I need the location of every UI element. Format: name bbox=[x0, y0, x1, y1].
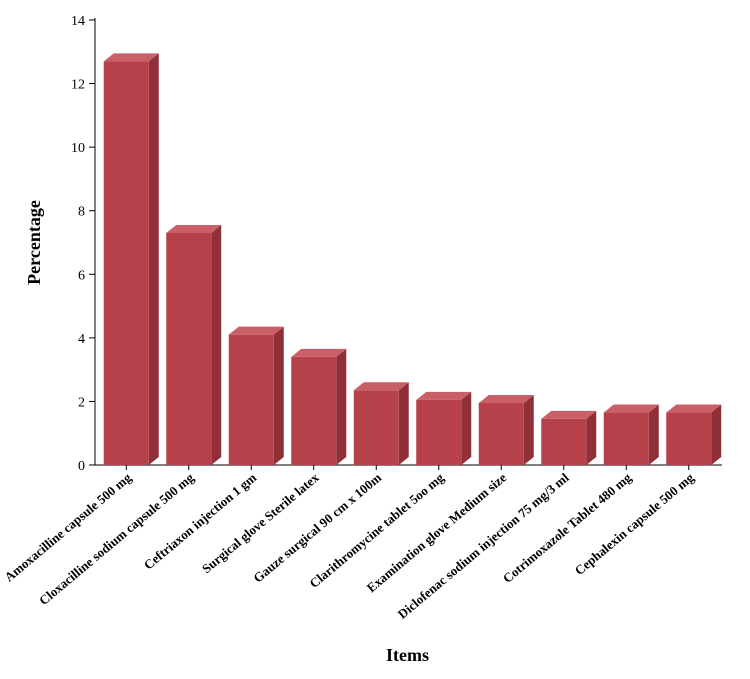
y-tick-label: 14 bbox=[71, 14, 85, 29]
bar bbox=[541, 411, 596, 465]
bar bbox=[104, 53, 159, 465]
x-axis-title: Items bbox=[386, 645, 429, 665]
bar bbox=[291, 349, 346, 465]
bar bbox=[166, 225, 221, 465]
y-tick-label: 0 bbox=[78, 459, 85, 474]
bar bbox=[354, 382, 409, 465]
y-tick-label: 8 bbox=[78, 205, 85, 220]
y-tick-label: 12 bbox=[71, 78, 85, 93]
bar bbox=[604, 405, 659, 465]
bar bbox=[416, 392, 471, 465]
bar-chart: 02468101214PercentageAmoxacilline capsul… bbox=[0, 0, 750, 679]
bar bbox=[229, 327, 284, 465]
y-tick-label: 2 bbox=[78, 395, 85, 410]
y-axis-title: Percentage bbox=[24, 200, 44, 285]
y-tick-label: 10 bbox=[71, 141, 85, 156]
y-tick-label: 6 bbox=[78, 268, 85, 283]
y-tick-label: 4 bbox=[78, 332, 85, 347]
bar bbox=[666, 405, 721, 465]
bar bbox=[479, 395, 534, 465]
